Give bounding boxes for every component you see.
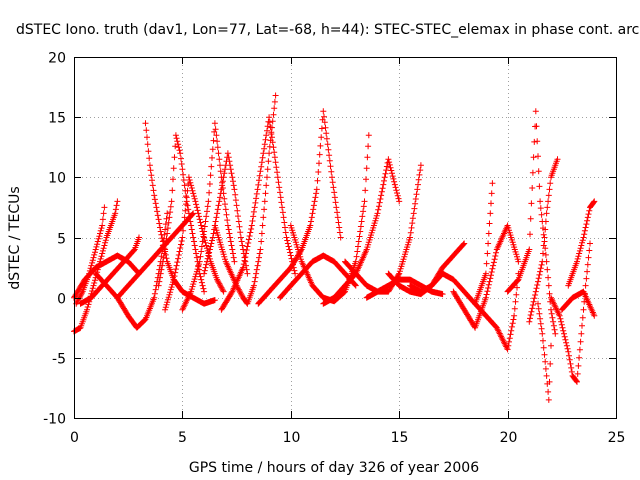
- y-tick-labels: -10 -5 0 5 10 15 20: [43, 51, 66, 428]
- x-axis-label: GPS time / hours of day 326 of year 2006: [189, 460, 479, 476]
- y-tick-label: 10: [48, 171, 66, 187]
- axis-ticks: [74, 57, 617, 419]
- data-point-arc: [472, 270, 522, 353]
- y-axis-label: dSTEC / TECUs: [7, 186, 23, 289]
- data-point-arc: [407, 180, 496, 307]
- data-point-arc: [255, 108, 344, 307]
- data-point-arc: [565, 198, 598, 289]
- y-tick-label: 5: [57, 232, 66, 248]
- x-tick-label: 10: [283, 430, 301, 446]
- data-point-arc: [201, 150, 251, 277]
- x-tick-label: 0: [70, 430, 79, 446]
- data-point-arc: [526, 156, 561, 325]
- data-point-arc: [218, 114, 299, 313]
- x-tick-label: 25: [608, 430, 626, 446]
- data-point-arc: [162, 174, 227, 313]
- x-tick-labels: 0 5 10 15 20 25: [70, 430, 625, 446]
- data-point-arc: [450, 222, 522, 331]
- chart-title: dSTEC Iono. truth (dav1, Lon=77, Lat=-68…: [16, 22, 639, 38]
- x-tick-label: 20: [500, 430, 518, 446]
- data-point-arc: [114, 210, 197, 301]
- y-tick-label: -5: [52, 352, 66, 368]
- data-point-arc: [287, 132, 372, 305]
- data-point-arc: [558, 288, 598, 319]
- data-point-arc: [548, 240, 593, 385]
- data-point-arc: [142, 120, 218, 307]
- x-tick-label: 15: [391, 430, 409, 446]
- data-point-arc: [179, 120, 238, 313]
- data-point-arc: [77, 234, 142, 307]
- y-tick-label: 20: [48, 51, 66, 67]
- x-tick-label: 5: [178, 430, 187, 446]
- y-tick-label: 0: [57, 292, 66, 308]
- data-point-arc: [535, 300, 554, 403]
- y-tick-label: -10: [43, 412, 66, 428]
- y-tick-label: 15: [48, 111, 66, 127]
- data-point-arc: [320, 156, 403, 307]
- data-points: [71, 92, 598, 403]
